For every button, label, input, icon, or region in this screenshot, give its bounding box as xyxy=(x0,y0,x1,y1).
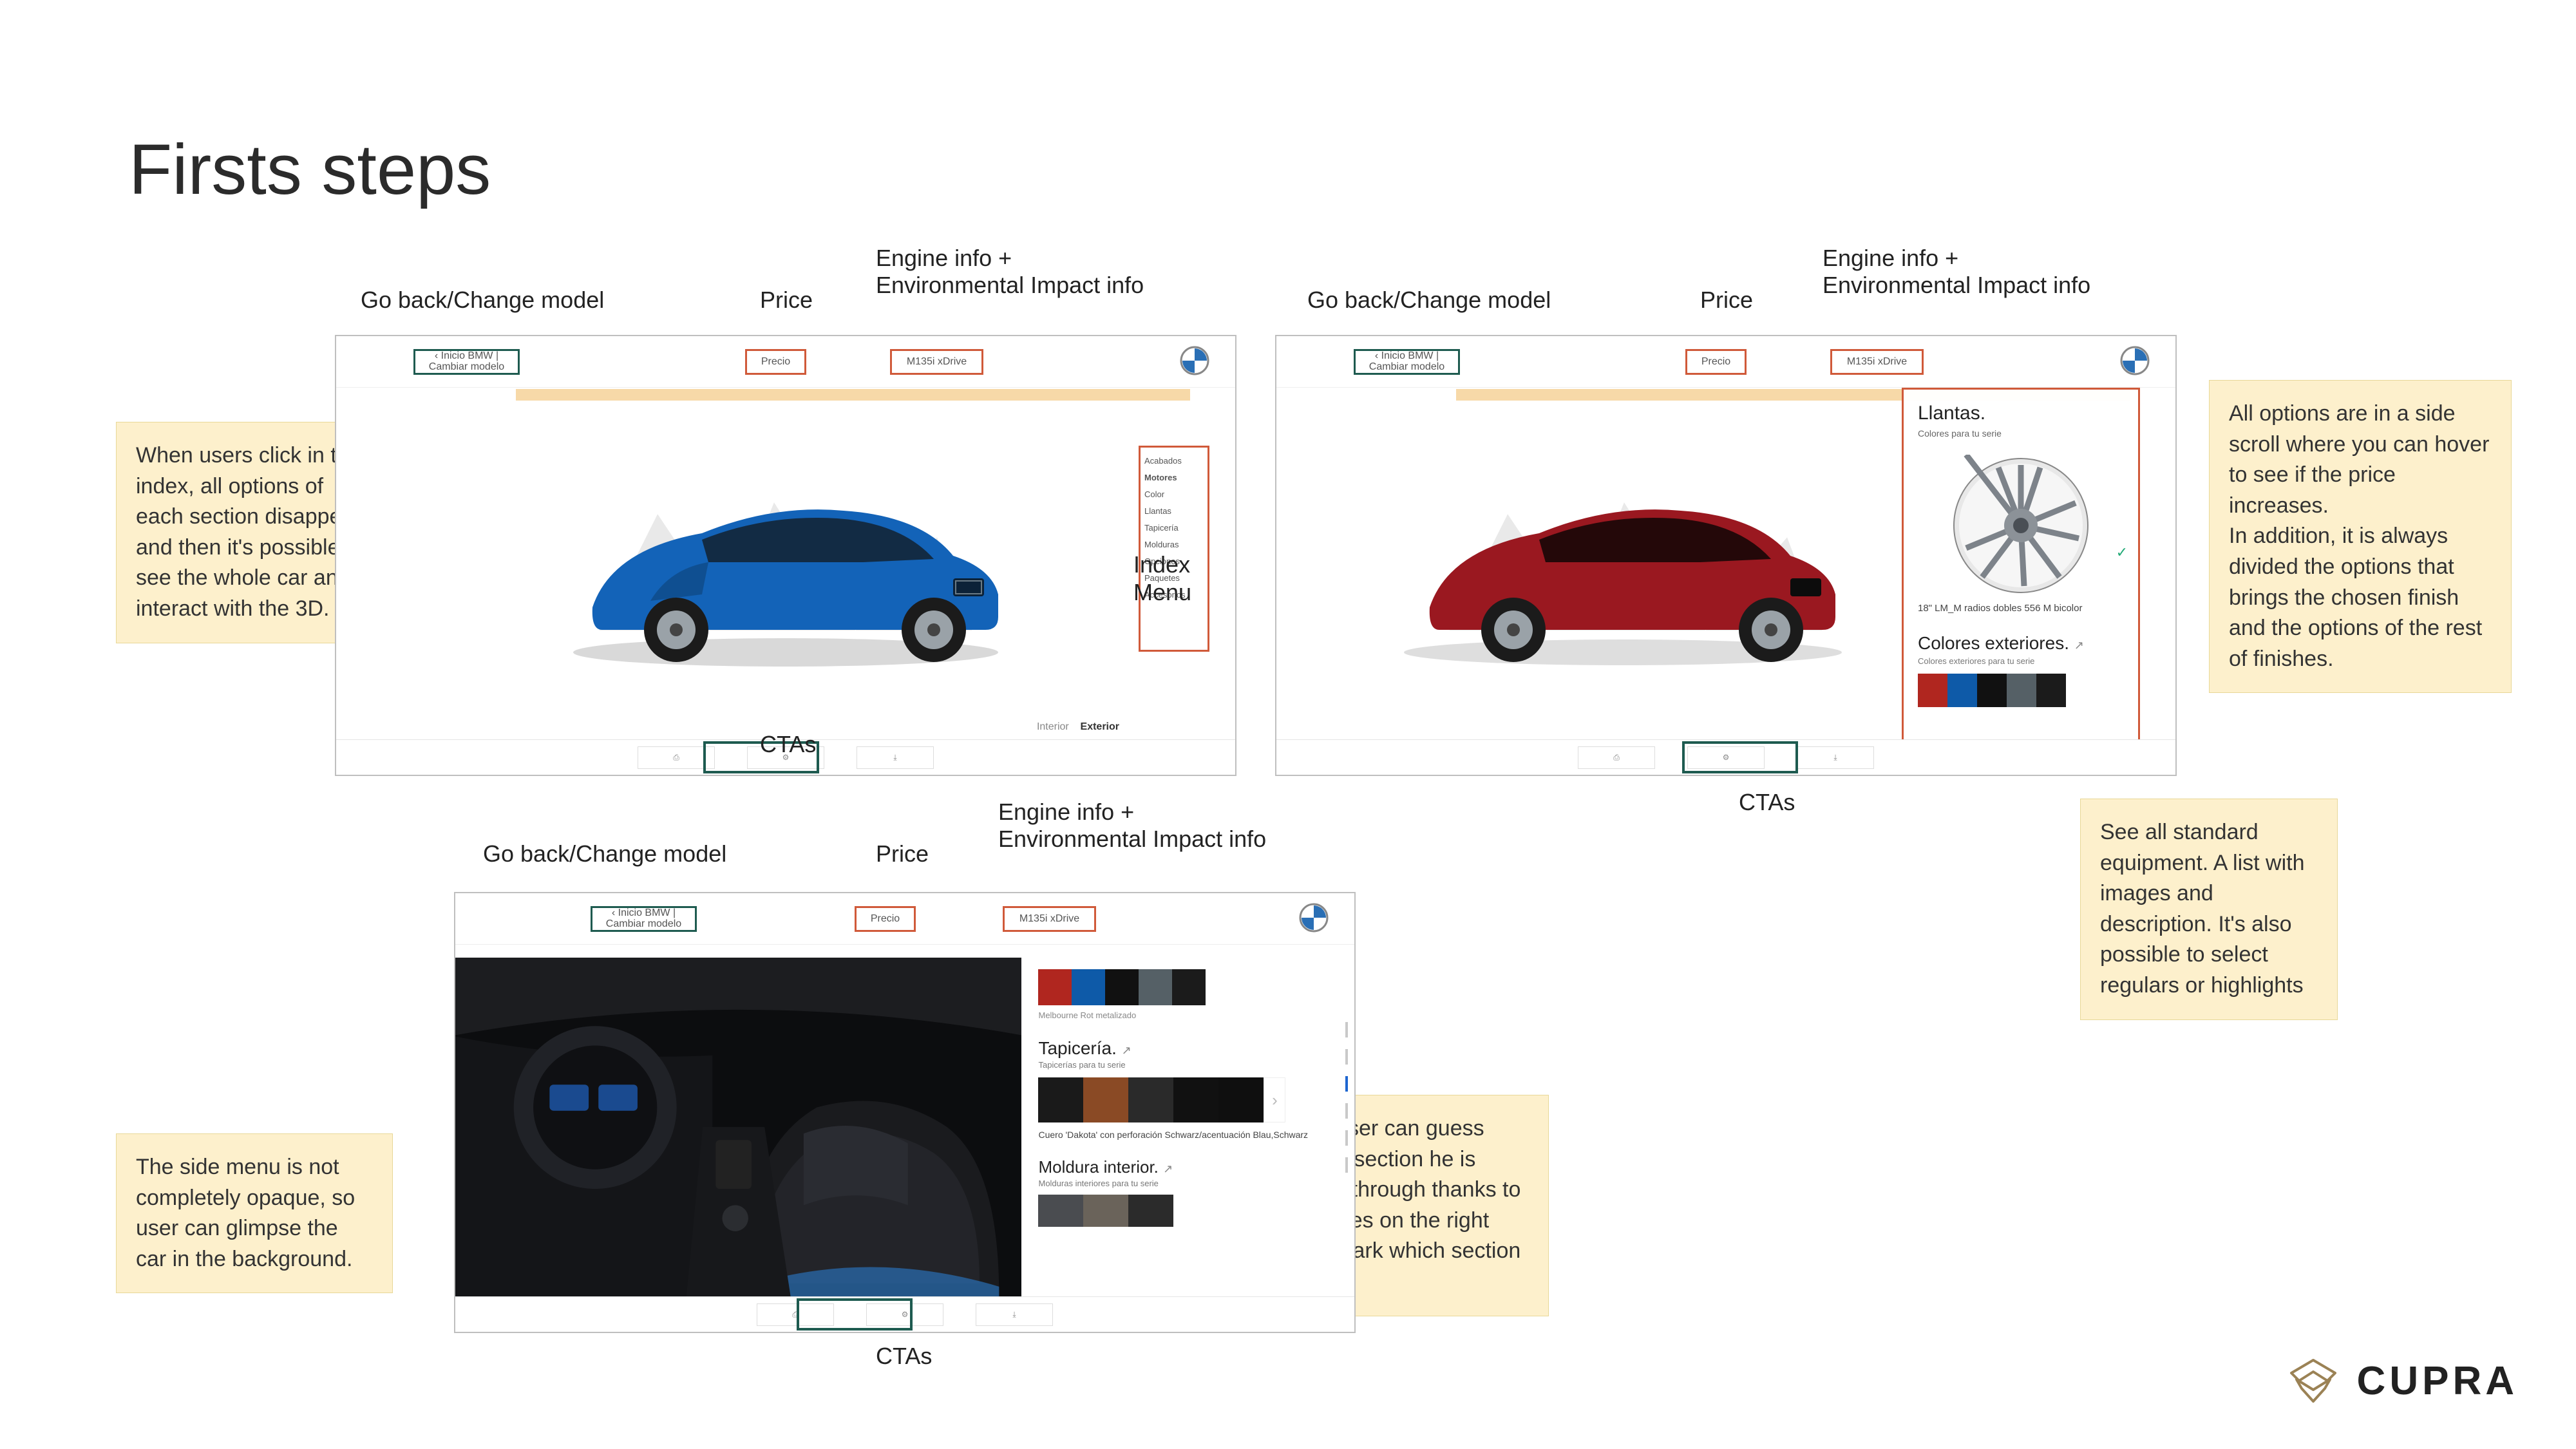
label-price-3: Price xyxy=(876,840,929,867)
shot1-topbar: ‹ Inicio BMW | Cambiar modelo Precio M13… xyxy=(336,336,1235,388)
note-standard-equipment: See all standard equipment. A list with … xyxy=(2080,799,2338,1020)
llantas-title: Llantas. xyxy=(1918,402,2124,424)
shot2-car-icon[interactable] xyxy=(1378,466,1868,675)
shot1-index-menu[interactable]: AcabadosMotoresColorLlantasTapiceríaMold… xyxy=(1139,446,1209,652)
shot1-env-box[interactable]: M135i xDrive xyxy=(890,349,983,375)
label-back-1: Go back/Change model xyxy=(361,287,604,314)
tapiceria-sub: Tapicerías para tu serie xyxy=(1038,1060,1338,1070)
label-price-2: Price xyxy=(1700,287,1753,314)
shot1-price-box[interactable]: Precio xyxy=(745,349,806,375)
cupra-logo-icon xyxy=(2287,1358,2339,1404)
shot3-interior-image[interactable] xyxy=(455,958,1021,1296)
color-swatches[interactable] xyxy=(1918,674,2124,707)
screenshot-1: ‹ Inicio BMW | Cambiar modelo Precio M13… xyxy=(335,335,1236,776)
wheel-caption: 18" LM_M radios dobles 556 M bicolor xyxy=(1918,603,2124,614)
cupra-logo: CUPRA xyxy=(2287,1358,2518,1404)
check-icon: ✓ xyxy=(2116,544,2128,561)
label-back-2: Go back/Change model xyxy=(1307,287,1551,314)
shot2-topbar: ‹ Inicio BMW | Cambiar modelo Precio M13… xyxy=(1276,336,2175,388)
shot1-body: AcabadosMotoresColorLlantasTapiceríaMold… xyxy=(336,401,1235,739)
shot1-notice-bar xyxy=(516,389,1190,401)
tapiceria-title: Tapicería. ↗ xyxy=(1038,1038,1338,1059)
shot2-env-box[interactable]: M135i xDrive xyxy=(1830,349,1924,375)
note-side-menu-opacity: The side menu is not completely opaque, … xyxy=(116,1133,393,1293)
shot1-interior-exterior[interactable]: Interior Exterior xyxy=(1037,721,1119,733)
shot1-car-icon[interactable] xyxy=(541,466,1030,675)
shot3-cta-box xyxy=(797,1298,913,1331)
tapiceria-caption: Cuero 'Dakota' con perforación Schwarz/a… xyxy=(1038,1129,1338,1141)
shot3-ctas-label: CTAs xyxy=(876,1343,932,1370)
moldura-swatches[interactable] xyxy=(1038,1195,1338,1227)
shot2-footer-3[interactable]: ⤓ xyxy=(1797,746,1874,769)
note-side-scroll-options: All options are in a side scroll where y… xyxy=(2209,380,2512,693)
bmw-logo-icon-3 xyxy=(1299,903,1329,936)
shot2-options-panel[interactable]: Llantas. Colores para tu serie 18" LM_M … xyxy=(1902,388,2140,748)
screenshot-3: ‹ Inicio BMW | Cambiar modelo Precio M13… xyxy=(454,892,1356,1333)
shot2-body: Llantas. Colores para tu serie 18" LM_M … xyxy=(1276,401,2175,739)
shot1-footer-3[interactable]: ⤓ xyxy=(857,746,934,769)
section-indicator-lines xyxy=(1345,1022,1348,1173)
color-swatches-top[interactable] xyxy=(1038,969,1338,1005)
shot3-footer-3[interactable]: ⤓ xyxy=(976,1303,1053,1326)
moldura-title: Moldura interior. ↗ xyxy=(1038,1157,1338,1177)
screenshot-2: ‹ Inicio BMW | Cambiar modelo Precio M13… xyxy=(1275,335,2177,776)
label-env-1: Engine info + Environmental Impact info xyxy=(876,245,1144,299)
shot3-topbar: ‹ Inicio BMW | Cambiar modelo Precio M13… xyxy=(455,893,1354,945)
shot3-body: Melbourne Rot metalizado Tapicería. ↗ Ta… xyxy=(455,958,1354,1296)
cupra-logo-text: CUPRA xyxy=(2357,1358,2518,1404)
shot1-back-box[interactable]: ‹ Inicio BMW | Cambiar modelo xyxy=(413,349,520,375)
label-env-2: Engine info + Environmental Impact info xyxy=(1823,245,2090,299)
shot3-back-box[interactable]: ‹ Inicio BMW | Cambiar modelo xyxy=(591,906,697,932)
label-price-1: Price xyxy=(760,287,813,314)
shot3-options-panel[interactable]: Melbourne Rot metalizado Tapicería. ↗ Ta… xyxy=(1021,958,1354,1296)
colores-title: Colores exteriores. ↗ xyxy=(1918,633,2124,654)
bmw-logo-icon xyxy=(1180,346,1209,379)
slide-title: Firsts steps xyxy=(129,129,491,211)
wheel-option-icon[interactable] xyxy=(1950,455,2092,596)
moldura-sub: Molduras interiores para tu serie xyxy=(1038,1179,1338,1188)
shot1-ctas-label: CTAs xyxy=(760,731,816,758)
shot2-price-box[interactable]: Precio xyxy=(1685,349,1747,375)
label-env-3: Engine info + Environmental Impact info xyxy=(998,799,1266,853)
shot2-back-box[interactable]: ‹ Inicio BMW | Cambiar modelo xyxy=(1354,349,1460,375)
shot2-cta-box xyxy=(1682,741,1798,773)
index-menu-label: Index Menu xyxy=(1133,551,1217,606)
bmw-logo-icon-2 xyxy=(2120,346,2150,379)
tapiceria-swatches[interactable]: › xyxy=(1038,1077,1338,1122)
label-back-3: Go back/Change model xyxy=(483,840,726,867)
shot2-ctas-label: CTAs xyxy=(1739,789,1795,816)
shot3-price-box[interactable]: Precio xyxy=(855,906,916,932)
panel3-caption-1: Melbourne Rot metalizado xyxy=(1038,1010,1338,1020)
shot3-env-box[interactable]: M135i xDrive xyxy=(1003,906,1096,932)
colores-sub: Colores exteriores para tu serie xyxy=(1918,656,2124,666)
shot2-footer-1[interactable]: ⎙ xyxy=(1578,746,1655,769)
llantas-sub: Colores para tu serie xyxy=(1918,428,2124,439)
